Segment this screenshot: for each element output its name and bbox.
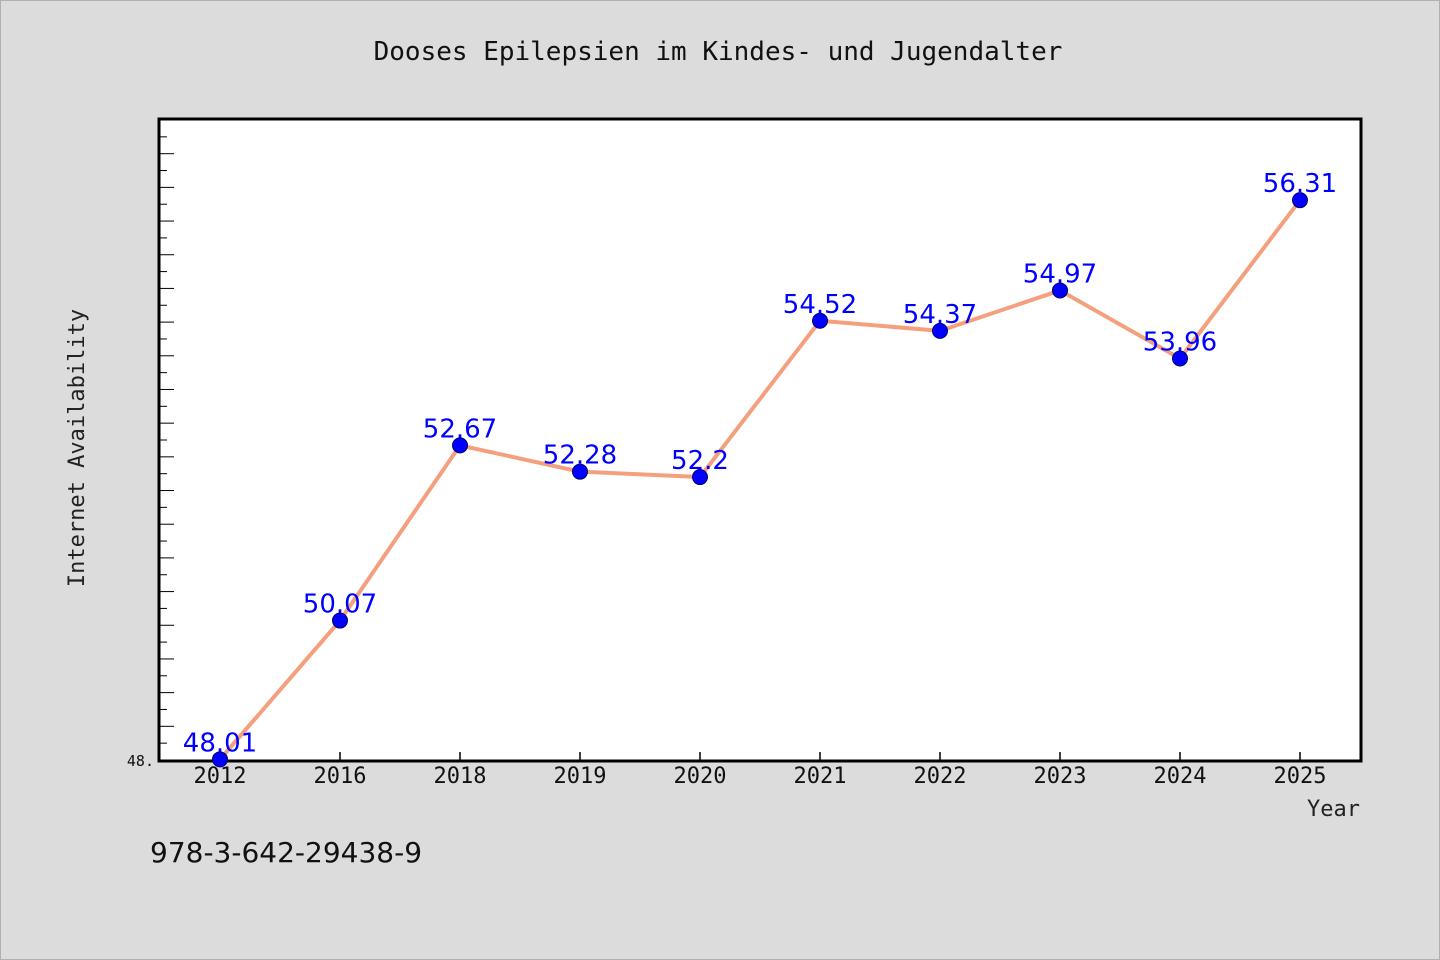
data-label: 54.52: [783, 290, 857, 320]
x-tick-label: 2024: [1154, 764, 1207, 789]
plot-area: [157, 117, 1363, 763]
y-axis-label: Internet Availability: [65, 309, 90, 587]
data-point: [332, 612, 348, 629]
data-point: [692, 469, 708, 486]
x-tick-label: 2022: [914, 764, 967, 789]
x-tick-label: 2019: [554, 764, 607, 789]
y-axis-ticks: [160, 136, 174, 744]
x-axis-label: Year: [1307, 797, 1360, 822]
x-tick-label: 2021: [794, 764, 847, 789]
x-tick-label: 2012: [194, 764, 247, 789]
x-axis-ticks: 2012 2016 2018 2019 2020 2021 2022 2023 2024 2025: [194, 752, 1327, 789]
data-label: 53.96: [1143, 327, 1217, 357]
data-point: [1172, 350, 1188, 367]
isbn-text: 978-3-642-29438-9: [150, 836, 423, 869]
data-point: [452, 437, 468, 454]
data-label: 56.31: [1263, 169, 1337, 199]
series-line: [218, 198, 1302, 761]
data-label: 52.2: [671, 446, 729, 476]
data-label: 50.07: [303, 590, 377, 620]
data-label: 54.37: [903, 300, 977, 330]
chart-title: Dooses Epilepsien im Kindes- und Jugenda…: [374, 37, 1063, 67]
data-point: [812, 312, 828, 329]
data-label: 48.01: [183, 728, 257, 758]
x-tick-label: 2023: [1034, 764, 1087, 789]
data-point: [932, 322, 948, 339]
x-tick-label: 2020: [674, 764, 727, 789]
data-point: [212, 751, 228, 768]
x-tick-label: 2018: [434, 764, 487, 789]
x-tick-label: 2025: [1274, 764, 1327, 789]
y-tick-label: 48.: [127, 752, 154, 770]
x-tick-label: 2016: [314, 764, 367, 789]
data-label: 54.97: [1023, 259, 1097, 289]
data-point: [1052, 282, 1068, 299]
data-point: [1292, 192, 1308, 209]
data-point: [572, 463, 588, 480]
series-layer: 48.01 50.07 52.67 52.28 52.2 54.52 54.37 54.97 5…: [183, 169, 1337, 768]
data-label: 52.67: [423, 414, 497, 444]
data-label: 52.28: [543, 441, 617, 471]
